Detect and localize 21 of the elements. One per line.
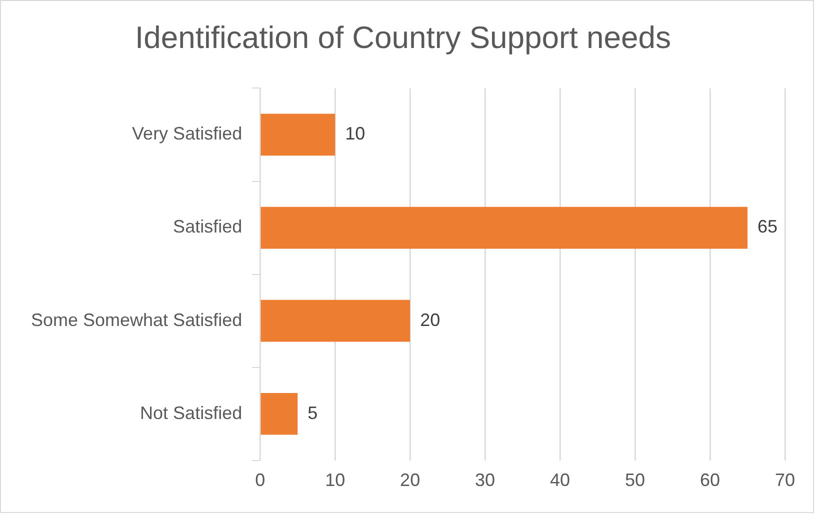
x-tick-label: 0 <box>255 470 266 490</box>
chart-title: Identification of Country Support needs <box>135 20 671 56</box>
bar <box>260 114 336 156</box>
y-tick-label: Some Somewhat Satisfied <box>30 310 242 330</box>
bar <box>260 300 410 342</box>
data-label: 5 <box>308 402 318 423</box>
x-tick-label: 10 <box>325 470 346 490</box>
bar <box>260 392 298 435</box>
x-tick-label: 20 <box>400 470 420 490</box>
bar <box>260 206 748 249</box>
y-tick-label: Not Satisfied <box>140 402 242 423</box>
data-label: 10 <box>345 124 366 144</box>
x-tick-label: 30 <box>475 470 496 490</box>
x-tick-label: 40 <box>550 470 570 490</box>
x-tick-label: 60 <box>700 470 720 490</box>
x-tick-label: 70 <box>774 470 796 490</box>
data-label: 20 <box>420 310 440 330</box>
data-label: 65 <box>758 216 778 237</box>
x-tick-label: 50 <box>625 470 646 490</box>
y-tick-label: Very Satisfied <box>132 124 242 144</box>
y-tick-label: Satisfied <box>173 216 242 237</box>
